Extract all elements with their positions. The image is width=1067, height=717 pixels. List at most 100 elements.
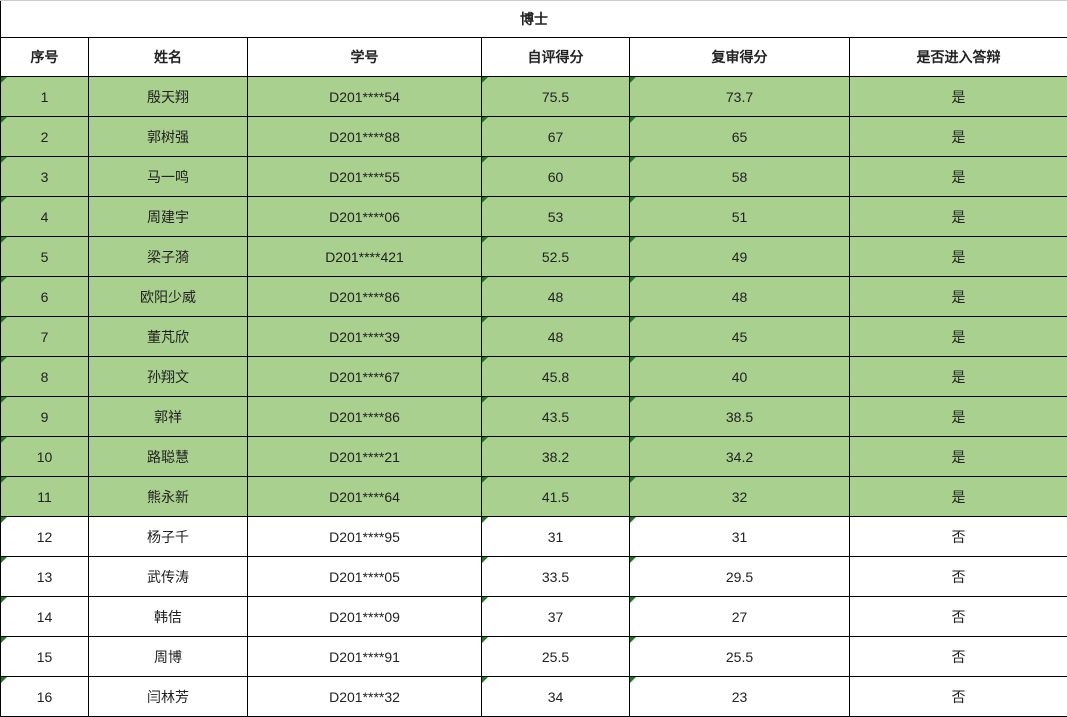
- cell-self-score[interactable]: 53: [482, 197, 630, 237]
- cell-defense[interactable]: 是: [850, 77, 1067, 117]
- table-title[interactable]: 博士: [1, 1, 1067, 38]
- cell-student-id[interactable]: D201****86: [248, 397, 482, 437]
- cell-review-score[interactable]: 65: [630, 117, 850, 157]
- cell-defense[interactable]: 否: [850, 637, 1067, 677]
- cell-index[interactable]: 9: [1, 397, 89, 437]
- cell-review-score[interactable]: 29.5: [630, 557, 850, 597]
- cell-student-id[interactable]: D201****64: [248, 477, 482, 517]
- cell-defense[interactable]: 是: [850, 397, 1067, 437]
- cell-review-score[interactable]: 31: [630, 517, 850, 557]
- cell-defense[interactable]: 是: [850, 157, 1067, 197]
- cell-index[interactable]: 15: [1, 637, 89, 677]
- cell-index[interactable]: 13: [1, 557, 89, 597]
- cell-review-score[interactable]: 34.2: [630, 437, 850, 477]
- cell-review-score[interactable]: 23: [630, 677, 850, 717]
- cell-review-score[interactable]: 40: [630, 357, 850, 397]
- cell-index[interactable]: 6: [1, 277, 89, 317]
- cell-self-score[interactable]: 37: [482, 597, 630, 637]
- cell-name[interactable]: 董芃欣: [89, 317, 248, 357]
- cell-review-score[interactable]: 32: [630, 477, 850, 517]
- cell-defense[interactable]: 是: [850, 437, 1067, 477]
- cell-name[interactable]: 路聪慧: [89, 437, 248, 477]
- cell-index[interactable]: 7: [1, 317, 89, 357]
- cell-index[interactable]: 14: [1, 597, 89, 637]
- cell-review-score[interactable]: 48: [630, 277, 850, 317]
- cell-defense[interactable]: 是: [850, 117, 1067, 157]
- header-name[interactable]: 姓名: [89, 38, 248, 77]
- cell-review-score[interactable]: 27: [630, 597, 850, 637]
- cell-index[interactable]: 5: [1, 237, 89, 277]
- cell-index[interactable]: 12: [1, 517, 89, 557]
- cell-review-score[interactable]: 58: [630, 157, 850, 197]
- header-review-score[interactable]: 复审得分: [630, 38, 850, 77]
- cell-student-id[interactable]: D201****67: [248, 357, 482, 397]
- cell-student-id[interactable]: D201****91: [248, 637, 482, 677]
- cell-review-score[interactable]: 73.7: [630, 77, 850, 117]
- cell-student-id[interactable]: D201****06: [248, 197, 482, 237]
- cell-name[interactable]: 熊永新: [89, 477, 248, 517]
- cell-review-score[interactable]: 51: [630, 197, 850, 237]
- header-index[interactable]: 序号: [1, 38, 89, 77]
- cell-index[interactable]: 16: [1, 677, 89, 717]
- cell-student-id[interactable]: D201****95: [248, 517, 482, 557]
- cell-name[interactable]: 武传涛: [89, 557, 248, 597]
- cell-defense[interactable]: 是: [850, 317, 1067, 357]
- cell-student-id[interactable]: D201****09: [248, 597, 482, 637]
- cell-index[interactable]: 3: [1, 157, 89, 197]
- cell-student-id[interactable]: D201****32: [248, 677, 482, 717]
- cell-name[interactable]: 孙翔文: [89, 357, 248, 397]
- cell-defense[interactable]: 是: [850, 357, 1067, 397]
- cell-name[interactable]: 马一鸣: [89, 157, 248, 197]
- header-student-id[interactable]: 学号: [248, 38, 482, 77]
- cell-self-score[interactable]: 52.5: [482, 237, 630, 277]
- cell-self-score[interactable]: 31: [482, 517, 630, 557]
- cell-self-score[interactable]: 45.8: [482, 357, 630, 397]
- cell-name[interactable]: 殷天翔: [89, 77, 248, 117]
- header-self-score[interactable]: 自评得分: [482, 38, 630, 77]
- cell-name[interactable]: 郭树强: [89, 117, 248, 157]
- cell-name[interactable]: 梁子漪: [89, 237, 248, 277]
- cell-review-score[interactable]: 45: [630, 317, 850, 357]
- header-defense[interactable]: 是否进入答辩: [850, 38, 1067, 77]
- cell-name[interactable]: 周建宇: [89, 197, 248, 237]
- cell-defense[interactable]: 否: [850, 517, 1067, 557]
- cell-defense[interactable]: 是: [850, 237, 1067, 277]
- cell-defense[interactable]: 否: [850, 557, 1067, 597]
- cell-self-score[interactable]: 75.5: [482, 77, 630, 117]
- cell-index[interactable]: 8: [1, 357, 89, 397]
- cell-self-score[interactable]: 60: [482, 157, 630, 197]
- cell-self-score[interactable]: 43.5: [482, 397, 630, 437]
- cell-self-score[interactable]: 48: [482, 317, 630, 357]
- cell-name[interactable]: 欧阳少威: [89, 277, 248, 317]
- cell-defense[interactable]: 是: [850, 197, 1067, 237]
- cell-index[interactable]: 11: [1, 477, 89, 517]
- cell-review-score[interactable]: 38.5: [630, 397, 850, 437]
- cell-student-id[interactable]: D201****86: [248, 277, 482, 317]
- cell-index[interactable]: 10: [1, 437, 89, 477]
- cell-defense[interactable]: 是: [850, 277, 1067, 317]
- cell-name[interactable]: 郭祥: [89, 397, 248, 437]
- cell-self-score[interactable]: 34: [482, 677, 630, 717]
- cell-self-score[interactable]: 33.5: [482, 557, 630, 597]
- cell-name[interactable]: 杨子千: [89, 517, 248, 557]
- cell-name[interactable]: 韩佶: [89, 597, 248, 637]
- cell-defense[interactable]: 否: [850, 597, 1067, 637]
- cell-index[interactable]: 2: [1, 117, 89, 157]
- cell-student-id[interactable]: D201****54: [248, 77, 482, 117]
- cell-self-score[interactable]: 25.5: [482, 637, 630, 677]
- cell-name[interactable]: 周博: [89, 637, 248, 677]
- cell-self-score[interactable]: 48: [482, 277, 630, 317]
- cell-review-score[interactable]: 25.5: [630, 637, 850, 677]
- cell-student-id[interactable]: D201****05: [248, 557, 482, 597]
- cell-index[interactable]: 1: [1, 77, 89, 117]
- cell-index[interactable]: 4: [1, 197, 89, 237]
- cell-student-id[interactable]: D201****21: [248, 437, 482, 477]
- cell-student-id[interactable]: D201****88: [248, 117, 482, 157]
- cell-student-id[interactable]: D201****55: [248, 157, 482, 197]
- cell-defense[interactable]: 否: [850, 677, 1067, 717]
- cell-self-score[interactable]: 41.5: [482, 477, 630, 517]
- cell-student-id[interactable]: D201****39: [248, 317, 482, 357]
- cell-student-id[interactable]: D201****421: [248, 237, 482, 277]
- cell-defense[interactable]: 是: [850, 477, 1067, 517]
- cell-self-score[interactable]: 67: [482, 117, 630, 157]
